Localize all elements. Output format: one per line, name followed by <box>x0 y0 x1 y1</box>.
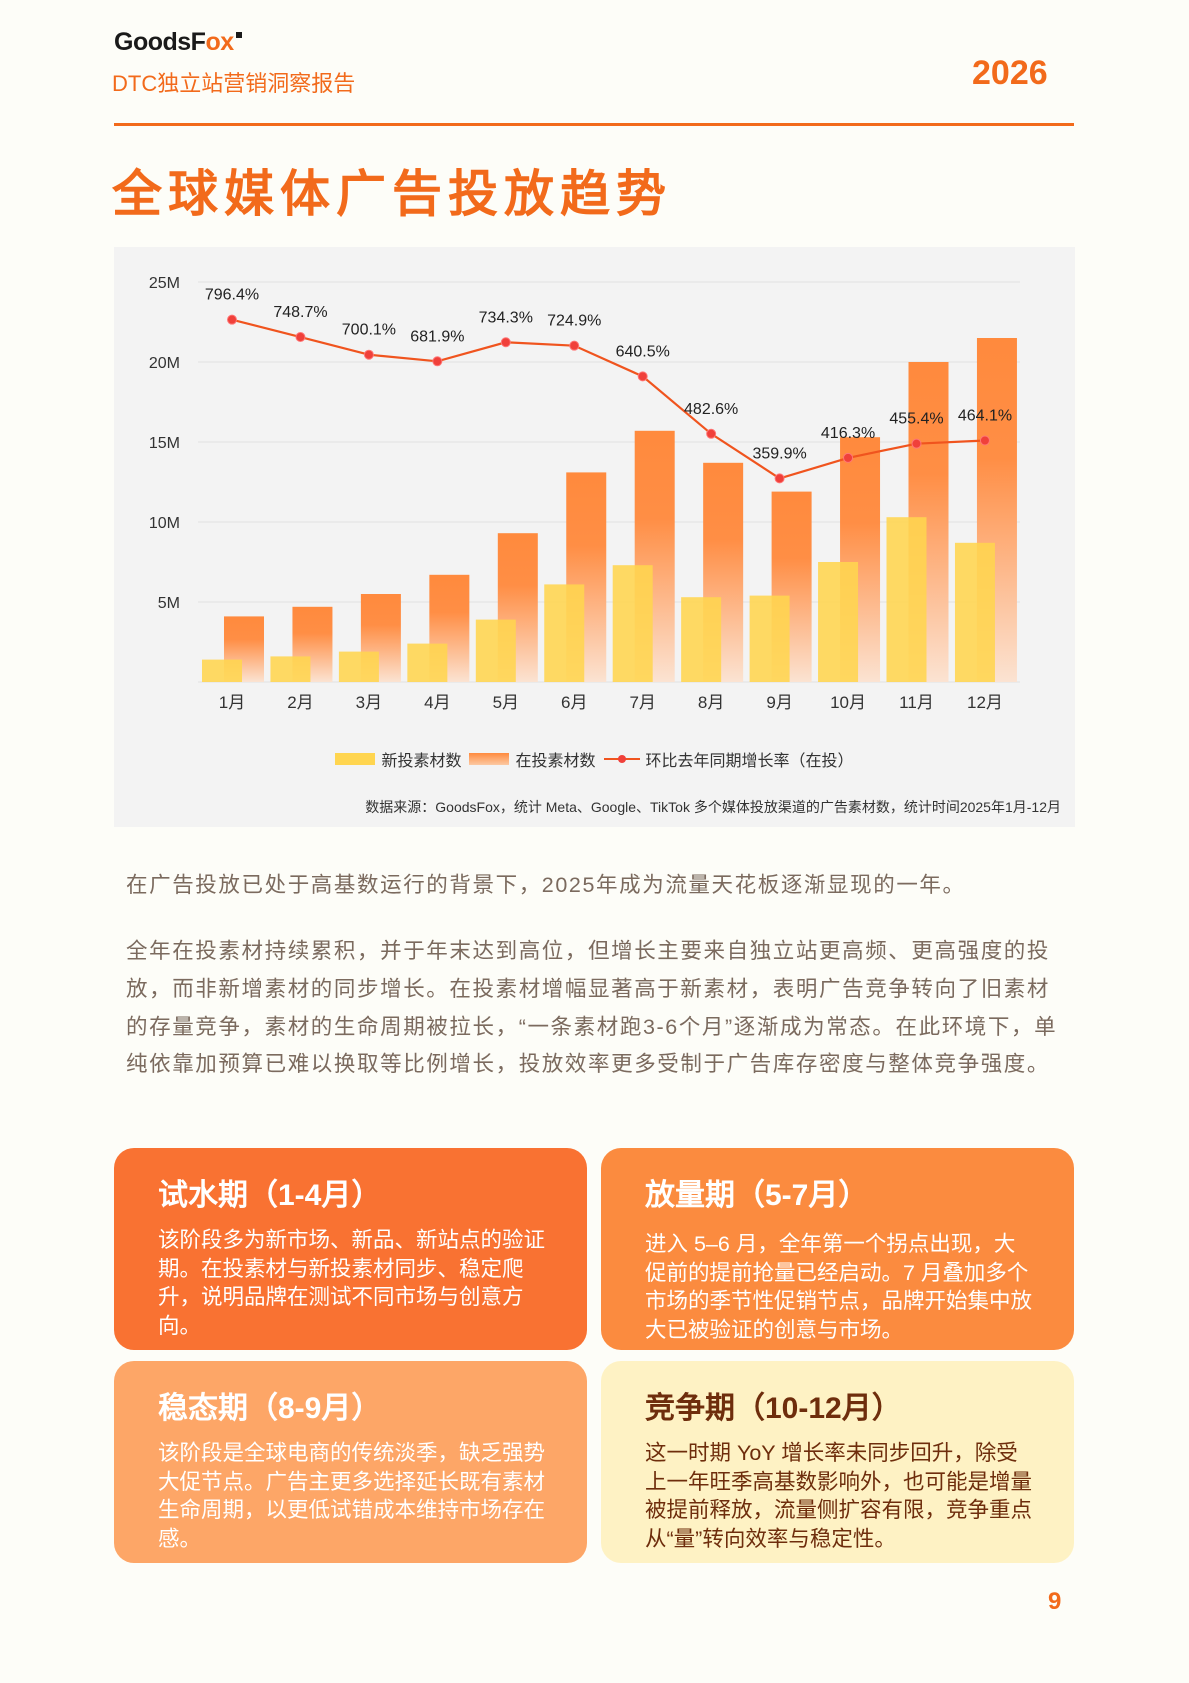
legend-label: 环比去年同期增长率（在投） <box>645 753 854 770</box>
report-subtitle: DTC独立站营销洞察报告 <box>112 71 356 96</box>
bar-new-materials <box>886 517 927 682</box>
x-tick-label: 9月 <box>766 693 792 712</box>
bar-new-materials <box>475 619 516 682</box>
card-title: 放量期（5-7月） <box>645 1179 869 1212</box>
bar-new-materials <box>749 595 790 682</box>
phase-card-competition: 竞争期（10-12月） 这一时期 YoY 增长率未同步回升，除受上一年旺季高基数… <box>601 1361 1074 1563</box>
growth-rate-label: 796.4% <box>205 287 259 304</box>
growth-rate-label: 734.3% <box>479 309 533 326</box>
y-tick-label: 25M <box>149 275 180 292</box>
card-title: 竞争期（10-12月） <box>645 1392 902 1425</box>
growth-rate-label: 700.1% <box>342 322 396 339</box>
y-tick-label: 15M <box>149 435 180 452</box>
x-tick-label: 3月 <box>356 693 382 712</box>
growth-rate-line <box>231 318 986 480</box>
y-tick-label: 20M <box>149 355 180 372</box>
legend-swatch-yellow <box>335 753 376 765</box>
growth-rate-point <box>637 371 648 382</box>
growth-rate-label: 724.9% <box>547 313 601 330</box>
chart-panel: 5M 10M 15M 20M 25M 1月 2月 3月 4月 5月 6月 7月 8月 9月 10月 11月 12… <box>114 247 1075 827</box>
legend-item-new: 新投素材数 <box>335 747 461 771</box>
x-tick-label: 1月 <box>219 693 245 712</box>
card-body: 该阶段是全球电商的传统淡季，缺乏强势大促节点。广告主更多选择延长既有素材生命周期… <box>158 1441 546 1551</box>
growth-rate-label: 416.3% <box>821 425 875 442</box>
growth-rate-point <box>363 349 374 360</box>
card-body: 这一时期 YoY 增长率未同步回升，除受上一年旺季高基数影响外，也可能是增量被提… <box>645 1441 1033 1551</box>
page-title: 全球媒体广告投放趋势 <box>112 166 672 222</box>
combo-chart: 5M 10M 15M 20M 25M 1月 2月 3月 4月 5月 6月 7月 8月 9月 10月 11月 12… <box>149 275 1020 712</box>
legend-item-active: 在投素材数 <box>469 747 596 771</box>
x-tick-label: 10月 <box>830 693 866 712</box>
bar-new-materials <box>954 542 995 682</box>
legend-item-growth: 环比去年同期增长率（在投） <box>603 747 854 771</box>
growth-rate-label: 748.7% <box>273 304 327 321</box>
growth-rate-label: 482.6% <box>684 401 738 418</box>
analysis-paragraph: 全年在投素材持续累积，并于年末达到高位，但增长主要来自独立站更高频、更高强度的投… <box>126 939 1058 1077</box>
chart-source-note: 数据来源：GoodsFox，统计 Meta、Google、TikTok 多个媒体… <box>365 799 1061 815</box>
x-tick-label: 8月 <box>698 693 724 712</box>
page-number: 9 <box>1048 1588 1062 1615</box>
growth-rate-label: 681.9% <box>410 328 464 345</box>
card-body: 进入 5–6 月，全年第一个拐点出现，大促前的提前抢量已经启动。7 月叠加多个市… <box>645 1232 1033 1342</box>
bar-new-materials <box>202 659 242 682</box>
x-tick-label: 2月 <box>287 693 313 712</box>
growth-rate-point <box>843 452 854 463</box>
growth-rate-point <box>432 356 443 367</box>
y-tick-label: 10M <box>149 515 180 532</box>
header-divider <box>114 123 1074 126</box>
phase-card-trial: 试水期（1-4月） 该阶段多为新市场、新品、新站点的验证期。在投素材与新投素材同… <box>114 1148 587 1350</box>
legend-label: 在投素材数 <box>515 753 596 770</box>
card-title: 稳态期（8-9月） <box>158 1392 382 1425</box>
growth-rate-point <box>774 473 785 484</box>
growth-rate-point <box>227 314 237 325</box>
legend-label: 新投素材数 <box>381 753 462 770</box>
chart-legend: 新投素材数 在投素材数 环比去年同期增长率（在投） <box>114 747 1075 771</box>
growth-rate-point <box>911 438 922 449</box>
phase-card-steady: 稳态期（8-9月） 该阶段是全球电商的传统淡季，缺乏强势大促节点。广告主更多选择… <box>114 1361 587 1563</box>
growth-rate-point <box>295 332 306 343</box>
growth-rate-label: 455.4% <box>889 411 943 428</box>
bar-new-materials <box>544 584 585 682</box>
bar-new-materials <box>612 565 653 682</box>
legend-line-marker-icon <box>603 753 640 765</box>
card-title: 试水期（1-4月） <box>158 1179 382 1212</box>
goodsfox-logo: GoodsFox <box>114 28 242 57</box>
legend-swatch-orange <box>469 753 510 765</box>
growth-rate-point <box>979 435 990 446</box>
bar-new-materials <box>818 562 859 682</box>
x-tick-label: 7月 <box>629 693 655 712</box>
growth-rate-label: 640.5% <box>616 343 670 360</box>
report-year: 2026 <box>972 54 1048 92</box>
intro-paragraph: 在广告投放已处于高基数运行的背景下，2025年成为流量天花板逐渐显现的一年。 <box>126 873 966 897</box>
growth-rate-label: 359.9% <box>752 445 806 462</box>
y-tick-label: 5M <box>158 595 180 612</box>
phase-card-ramp: 放量期（5-7月） 进入 5–6 月，全年第一个拐点出现，大促前的提前抢量已经启… <box>601 1148 1074 1350</box>
growth-rate-point <box>569 340 580 351</box>
growth-rate-point <box>706 428 717 439</box>
growth-rate-label: 464.1% <box>958 408 1012 425</box>
bar-new-materials <box>407 643 448 682</box>
bar-new-materials <box>338 651 379 682</box>
bar-new-materials <box>270 656 311 682</box>
x-tick-label: 5月 <box>493 693 519 712</box>
card-body: 该阶段多为新市场、新品、新站点的验证期。在投素材与新投素材同步、稳定爬升，说明品… <box>158 1228 546 1338</box>
bar-new-materials <box>681 597 722 682</box>
x-tick-label: 11月 <box>899 693 934 712</box>
x-tick-label: 4月 <box>424 693 450 712</box>
x-tick-label: 6月 <box>561 693 587 712</box>
x-tick-label: 12月 <box>967 693 1003 712</box>
growth-rate-point <box>500 337 511 348</box>
